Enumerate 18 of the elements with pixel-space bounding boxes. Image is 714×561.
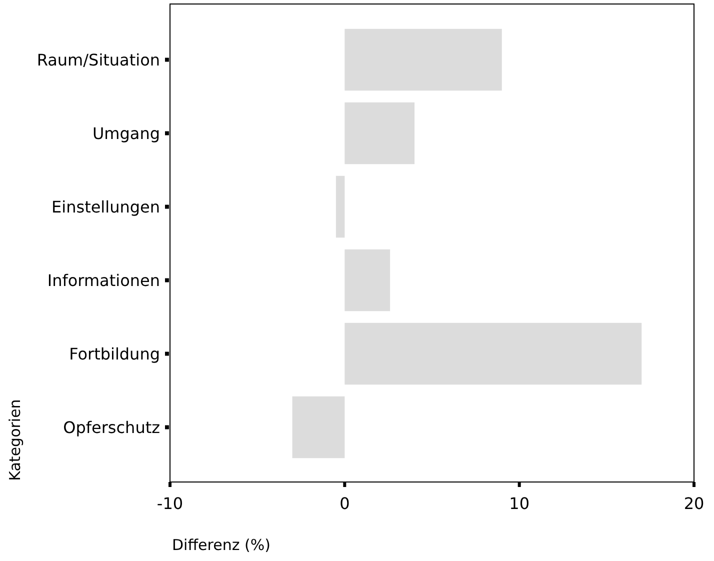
x-tick-label: 10 xyxy=(509,494,530,513)
y-axis-title: Kategorien xyxy=(6,399,24,481)
bar xyxy=(344,322,642,385)
y-tick-label: Opferschutz xyxy=(63,418,160,437)
y-tick-label: Raum/Situation xyxy=(36,50,160,70)
bar xyxy=(344,102,415,164)
y-tick-label: Informationen xyxy=(47,270,160,290)
bar xyxy=(336,176,345,238)
x-axis-title: Differenz (%) xyxy=(172,536,270,554)
x-tick-label: -10 xyxy=(156,494,184,513)
y-tick-label: Einstellungen xyxy=(52,197,160,216)
x-tick-label: 20 xyxy=(684,494,704,513)
y-tick-label: Fortbildung xyxy=(69,344,160,364)
bar xyxy=(344,249,390,312)
bar xyxy=(344,28,502,91)
x-tick-label: 0 xyxy=(340,494,350,513)
bar xyxy=(292,396,345,458)
y-tick-label: Umgang xyxy=(92,124,160,143)
